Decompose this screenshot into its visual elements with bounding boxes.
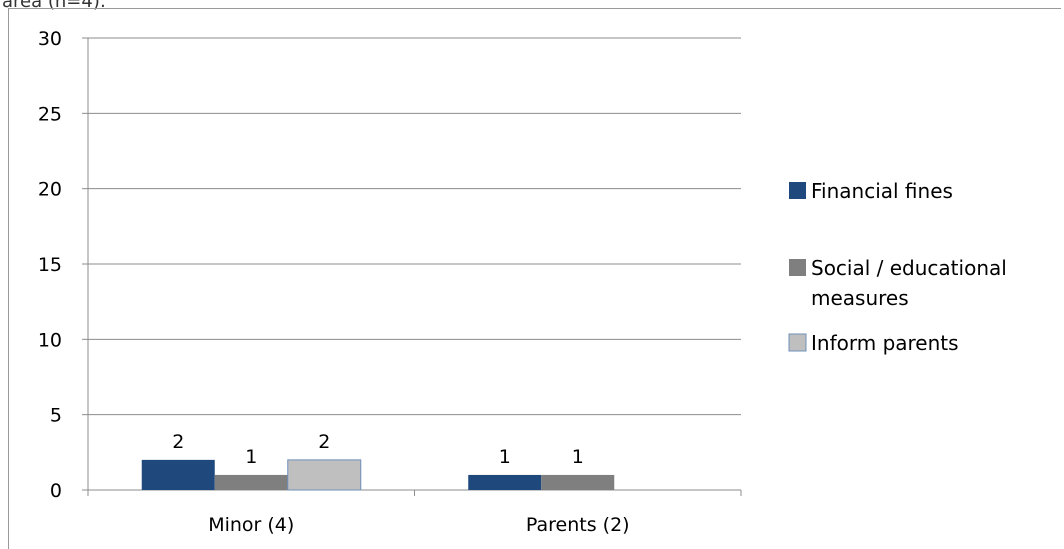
legend-swatch — [789, 182, 806, 199]
legend-label: Social / educational — [811, 256, 1007, 280]
y-tick-label: 5 — [50, 405, 62, 427]
gridlines — [88, 37, 741, 416]
bar — [214, 474, 288, 490]
legend-swatch — [788, 333, 807, 352]
y-tick-label: 0 — [50, 480, 62, 502]
data-labels: 2 1 1 1 2 — [172, 431, 584, 468]
y-tick-label: 10 — [38, 329, 62, 351]
legend-swatch — [789, 259, 806, 276]
bar — [468, 474, 542, 490]
chart-frame — [8, 8, 1061, 549]
x-category-label: Minor (4) — [208, 514, 294, 536]
y-tick-label: 15 — [38, 254, 62, 276]
data-label: 1 — [499, 446, 511, 468]
y-tick-label: 25 — [38, 103, 62, 125]
top-caption: area (n=4): — [2, 0, 106, 12]
y-tick-label: 20 — [38, 179, 62, 201]
bar — [287, 459, 362, 491]
data-label: 2 — [172, 431, 184, 453]
bar — [141, 459, 215, 490]
bars — [141, 459, 615, 491]
legend: Financial fines Social / educational measu… — [788, 179, 1007, 355]
data-label: 1 — [245, 446, 257, 468]
data-label: 1 — [572, 446, 584, 468]
legend-label: Financial fines — [811, 179, 953, 203]
axes: 0 5 10 15 20 25 30 Minor (4) Parents (2) — [38, 28, 742, 536]
x-category-label: Parents (2) — [526, 514, 630, 536]
bar — [541, 474, 615, 490]
legend-label: Inform parents — [811, 331, 959, 355]
legend-label: measures — [811, 286, 909, 310]
y-tick-label: 30 — [38, 28, 62, 50]
data-label: 2 — [318, 431, 330, 453]
